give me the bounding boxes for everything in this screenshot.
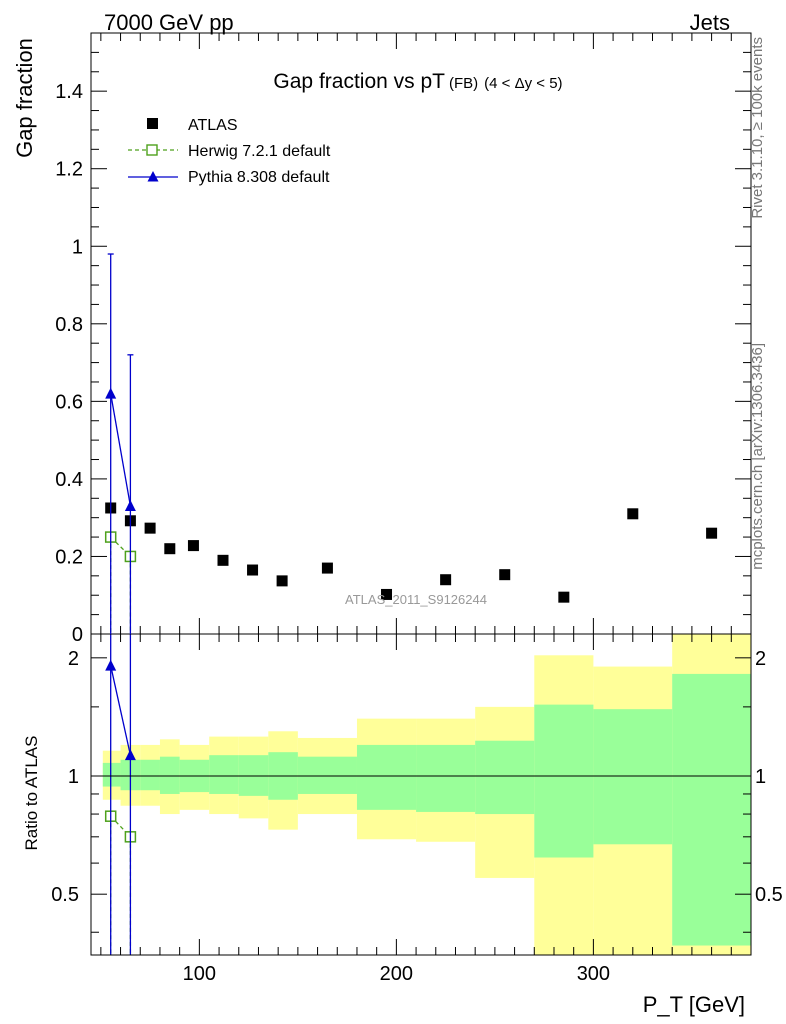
x-tick-label: 100 xyxy=(183,963,216,985)
x-axis-label: P_T [GeV] xyxy=(643,992,745,1017)
plot-title: Gap fraction vs pT (FB) (4 < Δy < 5) xyxy=(273,70,562,93)
y-tick-label: 0.8 xyxy=(55,314,83,336)
pythia-line xyxy=(110,393,132,507)
legend: ATLAS Herwig 7.2.1 default Pythia 8.308 … xyxy=(128,117,331,186)
green-band-bin xyxy=(416,744,476,812)
ratio-pythia-point xyxy=(105,659,117,671)
green-band-bin xyxy=(356,744,417,810)
atlas-point xyxy=(217,554,229,566)
y-tick-label: 0.6 xyxy=(55,391,83,413)
green-band-bin xyxy=(297,756,357,794)
y-tick-label: 0 xyxy=(72,624,83,646)
atlas-point xyxy=(187,540,199,552)
y-tick-label: 1.4 xyxy=(55,81,83,103)
green-band-bin xyxy=(159,756,180,794)
atlas-point xyxy=(144,522,156,534)
pythia-point xyxy=(105,387,117,399)
ratio-y-tick-label: 0.5 xyxy=(51,884,79,906)
legend-marker-atlas xyxy=(147,118,158,129)
ratio-pythia-point xyxy=(124,749,136,761)
atlas-point xyxy=(499,569,511,581)
green-band-bin xyxy=(209,755,239,794)
atlas-point xyxy=(321,562,333,574)
atlas-point xyxy=(247,564,259,576)
watermark: ATLAS_2011_S9126244 xyxy=(345,592,487,607)
atlas-point xyxy=(558,591,570,603)
y-tick-label: 1.2 xyxy=(55,159,83,181)
atlas-point xyxy=(627,508,639,520)
atlas-point xyxy=(706,527,718,539)
x-tick-label: 300 xyxy=(577,963,610,985)
ratio-y-axis-label: Ratio to ATLAS xyxy=(22,736,41,851)
legend-label-atlas: ATLAS xyxy=(188,117,238,134)
legend-label-pythia: Pythia 8.308 default xyxy=(188,169,330,186)
ratio-y-tick-label: 1 xyxy=(68,766,79,788)
y-tick-label: 1 xyxy=(72,236,83,258)
ratio-y-tick-label-right: 2 xyxy=(755,648,766,670)
x-tick-label: 200 xyxy=(380,963,413,985)
legend-label-herwig: Herwig 7.2.1 default xyxy=(188,143,331,160)
ratio-bands xyxy=(102,634,751,955)
ratio-panel-content xyxy=(104,634,137,955)
ratio-frame xyxy=(90,633,752,956)
header-right: Jets xyxy=(690,10,730,35)
y-axis-label: Gap fraction xyxy=(12,38,37,158)
ratio-y-tick-label: 2 xyxy=(68,648,79,670)
atlas-point xyxy=(381,588,393,600)
atlas-point xyxy=(276,575,288,587)
x-axis-title: P_T [GeV] xyxy=(643,992,745,1017)
ratio-pythia-line xyxy=(110,665,132,756)
side-label-mcplots: mcplots.cern.ch [arXiv:1306.3436] xyxy=(749,343,766,570)
ratio-y-tick-label-right: 1 xyxy=(755,766,766,788)
axes: 0 0.2 0.4 0.6 0.8 1 1.2 1.4 100 200 300 0.5 0.5 1 1 2 2 xyxy=(51,32,783,985)
green-band-bin xyxy=(102,762,121,787)
title-range: (4 < Δy < 5) xyxy=(484,75,562,92)
main-panel-markers xyxy=(104,253,718,634)
legend-marker-herwig xyxy=(146,144,158,156)
side-label-rivet: Rivet 3.1.10, ≥ 100k events xyxy=(749,37,766,219)
pythia-point xyxy=(124,500,136,512)
green-band-bin xyxy=(672,673,751,946)
legend-marker-pythia xyxy=(147,171,159,182)
y-tick-label: 0.4 xyxy=(55,469,83,491)
y-tick-label: 0.2 xyxy=(55,546,83,568)
green-band-bin xyxy=(534,704,594,858)
atlas-point xyxy=(164,543,176,555)
atlas-point xyxy=(440,574,452,586)
header-left: 7000 GeV pp xyxy=(104,10,234,35)
title-sub: (FB) xyxy=(449,75,478,92)
ratio-y-tick-label-right: 0.5 xyxy=(755,884,783,906)
green-band-bin xyxy=(475,740,535,815)
title-main: Gap fraction vs pT xyxy=(273,70,445,93)
green-band-bin xyxy=(140,759,160,791)
green-band-bin xyxy=(593,709,673,845)
